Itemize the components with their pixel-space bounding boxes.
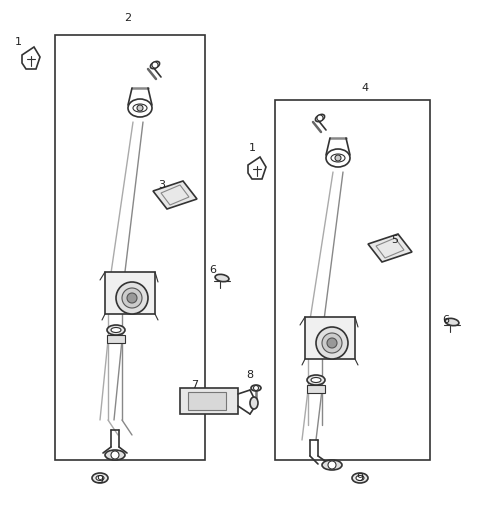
Bar — [105, 272, 155, 314]
Circle shape — [111, 451, 119, 459]
Text: 4: 4 — [361, 83, 369, 93]
Text: 9: 9 — [357, 473, 363, 483]
Text: 5: 5 — [392, 235, 398, 245]
Ellipse shape — [107, 325, 125, 335]
Circle shape — [327, 338, 337, 348]
Circle shape — [335, 155, 341, 161]
Ellipse shape — [250, 397, 258, 409]
Polygon shape — [368, 234, 412, 262]
Polygon shape — [248, 157, 266, 179]
Ellipse shape — [150, 61, 159, 69]
Circle shape — [322, 333, 342, 353]
Circle shape — [137, 105, 143, 111]
Ellipse shape — [331, 154, 345, 162]
Text: 8: 8 — [246, 370, 253, 380]
Bar — [305, 317, 355, 359]
Ellipse shape — [445, 318, 459, 326]
Circle shape — [152, 62, 158, 68]
Text: 6: 6 — [443, 315, 449, 325]
Circle shape — [253, 386, 259, 391]
Ellipse shape — [326, 149, 350, 167]
Ellipse shape — [105, 450, 125, 460]
Ellipse shape — [92, 473, 108, 483]
Bar — [55, 35, 205, 460]
Circle shape — [116, 282, 148, 314]
Bar — [188, 392, 226, 410]
Polygon shape — [22, 47, 40, 69]
Ellipse shape — [133, 104, 147, 112]
Ellipse shape — [96, 476, 104, 480]
Bar — [307, 385, 325, 393]
Ellipse shape — [307, 375, 325, 385]
Circle shape — [316, 327, 348, 359]
Circle shape — [317, 115, 323, 121]
Bar — [180, 388, 238, 414]
Text: 1: 1 — [14, 37, 22, 47]
Text: 7: 7 — [192, 380, 199, 390]
Bar — [107, 335, 125, 343]
Ellipse shape — [322, 460, 342, 470]
Ellipse shape — [111, 328, 121, 332]
Circle shape — [122, 288, 142, 308]
Ellipse shape — [352, 473, 368, 483]
Ellipse shape — [311, 377, 321, 382]
Text: 9: 9 — [96, 475, 104, 485]
Circle shape — [328, 461, 336, 469]
Text: 1: 1 — [249, 143, 255, 153]
Circle shape — [127, 293, 137, 303]
Ellipse shape — [356, 476, 364, 480]
Bar — [275, 100, 430, 460]
Polygon shape — [153, 181, 197, 209]
Ellipse shape — [315, 114, 324, 122]
Text: 2: 2 — [124, 13, 132, 23]
Ellipse shape — [215, 274, 229, 282]
Ellipse shape — [128, 99, 152, 117]
Text: 3: 3 — [158, 180, 166, 190]
Text: 6: 6 — [209, 265, 216, 275]
Ellipse shape — [251, 385, 261, 391]
